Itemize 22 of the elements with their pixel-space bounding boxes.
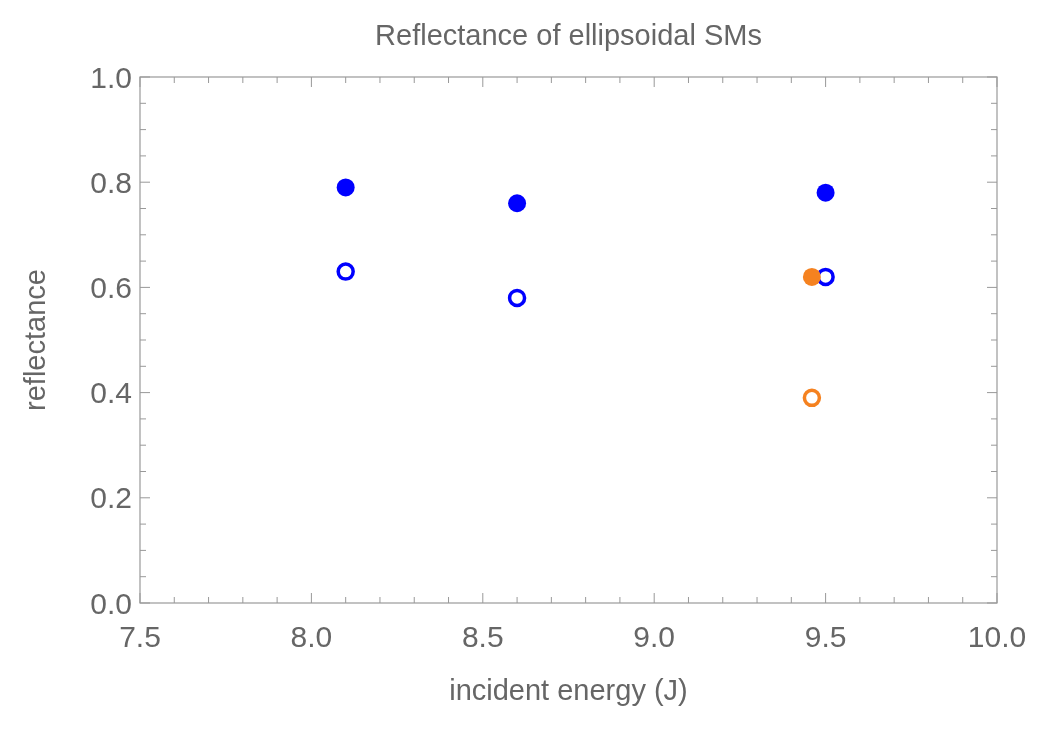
y-tick-label: 1.0 xyxy=(90,60,132,94)
x-tick-label: 8.5 xyxy=(461,620,504,653)
x-tick-label: 9.0 xyxy=(633,620,676,653)
chart-title: Reflectance of ellipsoidal SMs xyxy=(375,19,762,51)
x-tick-label: 7.5 xyxy=(119,620,161,653)
y-tick-label: 0.0 xyxy=(90,586,132,620)
y-axis-title: reflectance xyxy=(19,269,51,411)
point xyxy=(507,288,527,308)
x-tick-label: 9.5 xyxy=(804,620,847,653)
point xyxy=(802,267,821,286)
point xyxy=(336,262,355,281)
x-tick-label: 8.0 xyxy=(290,620,333,653)
x-axis-title: incident energy (J) xyxy=(449,674,688,706)
point xyxy=(816,183,835,202)
x-tick-label: 10.0 xyxy=(967,620,1027,653)
point xyxy=(508,194,527,213)
y-tick-label: 0.4 xyxy=(90,376,132,410)
y-tick-label: 0.2 xyxy=(90,481,132,515)
y-tick-label: 0.8 xyxy=(90,165,132,199)
point xyxy=(802,388,822,408)
y-tick-label: 0.6 xyxy=(90,270,132,304)
point xyxy=(336,178,355,197)
